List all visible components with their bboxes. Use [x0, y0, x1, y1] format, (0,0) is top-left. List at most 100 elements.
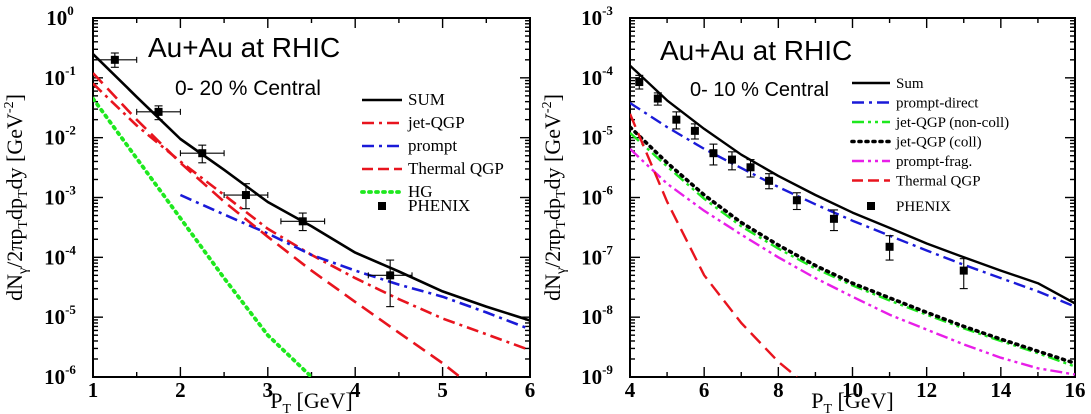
x-tick-label: 4: [625, 378, 636, 402]
legend-swatch-phenix: [867, 202, 875, 210]
legend-label-jet-qgp-non-coll: jet-QGP (non-coll): [895, 115, 1009, 131]
series-group: [630, 64, 1075, 377]
y-tick-exponent: -3: [65, 183, 76, 198]
y-axis-label-part: γ: [16, 268, 31, 275]
data-point-phenix: [727, 155, 736, 164]
legend-label-prompt: prompt: [408, 136, 457, 155]
y-tick-label: 10-9: [581, 362, 613, 389]
y-tick-exponent: -5: [65, 302, 76, 317]
series-line-jet-qgp-non-coll: [630, 132, 1075, 368]
x-tick-label: 14: [990, 378, 1012, 402]
data-point-phenix: [690, 126, 699, 135]
legend-label-jet-qgp: jet-QGP: [407, 113, 465, 132]
y-axis-label-part: dp: [2, 198, 27, 220]
x-axis-label-text: P: [811, 388, 823, 413]
plot-frame: [629, 17, 1076, 378]
x-tick-label: 2: [175, 378, 186, 402]
series-line-prompt-direct: [630, 101, 1075, 308]
legend-label-phenix: PHENIX: [408, 196, 470, 215]
legend-label-phenix: PHENIX: [896, 199, 951, 215]
data-point-phenix: [386, 271, 395, 280]
y-tick-base: 10: [581, 365, 602, 389]
series-line-hg: [93, 96, 314, 377]
right-panel-0-10-central: 4 6 8 10 12 14 1610-910-810-710-610-510-410-3P…: [540, 3, 1086, 414]
y-tick-base: 10: [581, 6, 602, 30]
x-axis-label: PT [GeV]: [270, 388, 353, 414]
y-tick-exponent: -1: [65, 63, 76, 78]
x-axis-label-unit: [GeV]: [832, 388, 894, 413]
series-line-thermal-qgp: [630, 113, 798, 377]
y-tick-base: 10: [44, 365, 65, 389]
chart-subtitle: 0- 10 % Central: [690, 79, 829, 101]
y-axis-label-part: T: [16, 189, 31, 198]
data-point-phenix: [653, 94, 662, 103]
y-tick-exponent: -8: [602, 302, 613, 317]
y-tick-base: 10: [44, 305, 65, 329]
y-tick-label: 10-4: [581, 63, 613, 90]
x-axis-label-unit: [GeV]: [291, 388, 353, 413]
series-line-jet-qgp-coll: [630, 125, 1075, 365]
y-tick-exponent: 0: [67, 3, 74, 18]
y-axis-label-part: dN: [2, 274, 27, 301]
y-tick-label: 10-1: [44, 63, 76, 90]
y-axis-label-part: dy [GeV: [540, 113, 565, 189]
legend-label-thermal-qgp: Thermal QGP: [896, 174, 981, 190]
chart-title: Au+Au at RHIC: [148, 32, 340, 63]
y-axis-label: dNγ/2πpTdpTdy [GeV-2]: [2, 94, 31, 301]
y-axis-label-part: ]: [2, 94, 27, 101]
y-tick-exponent: -6: [65, 362, 76, 377]
y-tick-exponent: -7: [602, 242, 613, 257]
y-tick-label: 10-8: [581, 302, 613, 329]
chart-subtitle: 0- 20 % Central: [175, 77, 321, 100]
y-axis-label-part: γ: [554, 268, 569, 275]
x-tick-label: 4: [350, 378, 361, 402]
y-tick-exponent: -4: [602, 63, 613, 78]
x-tick-label: 5: [437, 378, 448, 402]
y-tick-label: 10-7: [581, 242, 613, 269]
y-tick-exponent: -9: [602, 362, 613, 377]
y-tick-label: 10-6: [44, 362, 76, 389]
y-tick-exponent: -5: [602, 123, 613, 138]
y-tick-base: 10: [44, 186, 65, 210]
data-point-phenix: [746, 163, 755, 172]
legend-label-thermal-qgp: Thermal QGP: [408, 159, 504, 178]
x-tick-label: 8: [773, 378, 784, 402]
data-point-phenix: [241, 191, 250, 200]
y-tick-base: 10: [46, 6, 67, 30]
legend-label-prompt-direct: prompt-direct: [896, 96, 979, 112]
chart-title: Au+Au at RHIC: [660, 35, 852, 66]
x-tick-label: 16: [1065, 378, 1086, 402]
data-point-phenix: [298, 217, 307, 226]
x-axis-label: PT [GeV]: [811, 388, 894, 414]
legend-label-sum: SUM: [408, 90, 445, 109]
x-axis-label-sub: T: [823, 402, 832, 414]
series-line-thermal-qgp: [93, 72, 461, 377]
y-tick-exponent: -3: [602, 3, 613, 18]
x-tick-label: 1: [88, 378, 99, 402]
series-line-prompt: [179, 193, 530, 331]
x-axis-label-text: P: [270, 388, 282, 413]
data-point-phenix: [635, 78, 644, 87]
x-tick-label: 10: [842, 378, 863, 402]
legend-label-prompt-frag: prompt-frag.: [896, 154, 972, 170]
y-tick-label: 10-3: [581, 3, 613, 30]
y-tick-label: 10-5: [44, 302, 76, 329]
y-tick-base: 10: [44, 66, 65, 90]
y-tick-label: 10-5: [581, 123, 613, 150]
y-axis-label-part: T: [16, 220, 31, 229]
data-point-phenix: [792, 196, 801, 205]
y-tick-base: 10: [44, 245, 65, 269]
data-point-phenix: [829, 214, 838, 223]
y-axis-label: dNγ/2πpTdpTdy [GeV-2]: [540, 94, 569, 301]
y-tick-label: 10-4: [44, 242, 76, 269]
y-axis-label-part: -2: [540, 101, 555, 113]
series-group: [93, 53, 530, 377]
y-tick-base: 10: [581, 186, 602, 210]
y-axis-label-part: dN: [540, 274, 565, 301]
y-axis-label-part: dp: [540, 198, 565, 220]
data-point-phenix: [672, 115, 681, 124]
y-axis-label-part: ]: [540, 94, 565, 101]
y-axis-label-part: T: [554, 189, 569, 198]
data-point-phenix: [709, 149, 718, 158]
